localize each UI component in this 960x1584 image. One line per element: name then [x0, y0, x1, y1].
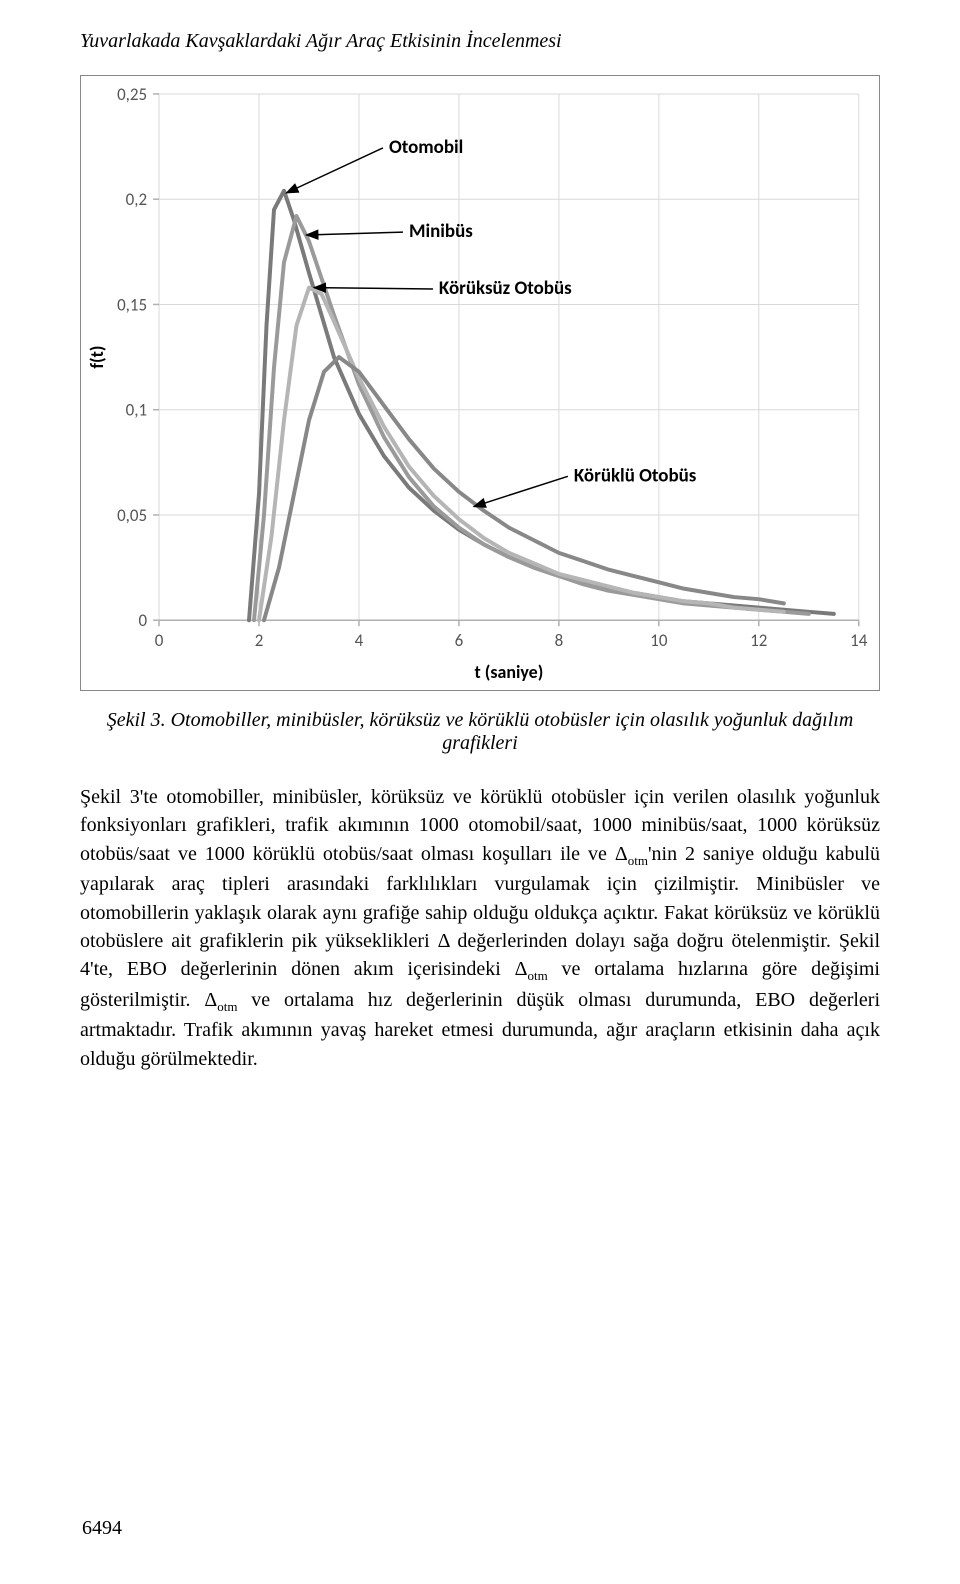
- y-tick-label: 0,05: [117, 505, 147, 526]
- x-tick-label: 12: [750, 630, 767, 651]
- annotation-label-minibus: Minibüs: [409, 220, 473, 243]
- annotation-label-otomobil: Otomobil: [389, 136, 463, 159]
- chart-svg: 0 2 4 6 8 10 12 14 0 0,05 0,1 0,15 0,2 0,25 Otomobil Mi…: [81, 76, 879, 690]
- annotation-label-koruklu: Körüklü Otobüs: [574, 464, 697, 487]
- caption-text: Otomobiller, minibüsler, körüksüz ve kör…: [171, 709, 854, 754]
- x-tick-label: 14: [850, 630, 868, 651]
- annotation-label-koruksuz: Körüksüz Otobüs: [439, 277, 572, 300]
- x-tick-label: 2: [255, 630, 264, 651]
- y-tick-label: 0: [138, 610, 147, 631]
- x-tick-label: 10: [650, 630, 668, 651]
- y-axis-label: f(t): [86, 346, 108, 369]
- body-paragraph: Şekil 3'te otomobiller, minibüsler, körü…: [80, 783, 880, 1073]
- y-tick-label: 0,1: [126, 400, 147, 421]
- page-number: 6494: [82, 1517, 122, 1540]
- y-tick-label: 0,25: [117, 84, 147, 105]
- y-tick-label: 0,15: [117, 294, 147, 315]
- x-tick-label: 0: [155, 630, 164, 651]
- y-tick-label: 0,2: [126, 189, 147, 210]
- figure-3-chart: 0 2 4 6 8 10 12 14 0 0,05 0,1 0,15 0,2 0,25 Otomobil Mi…: [80, 75, 880, 691]
- x-tick-label: 4: [355, 630, 364, 651]
- x-tick-label: 8: [555, 630, 564, 651]
- page-header-title: Yuvarlakada Kavşaklardaki Ağır Araç Etki…: [80, 30, 880, 53]
- caption-label: Şekil 3.: [107, 709, 166, 731]
- x-axis-label: t (saniye): [474, 661, 543, 683]
- x-tick-label: 6: [455, 630, 464, 651]
- figure-caption: Şekil 3. Otomobiller, minibüsler, körüks…: [80, 709, 880, 755]
